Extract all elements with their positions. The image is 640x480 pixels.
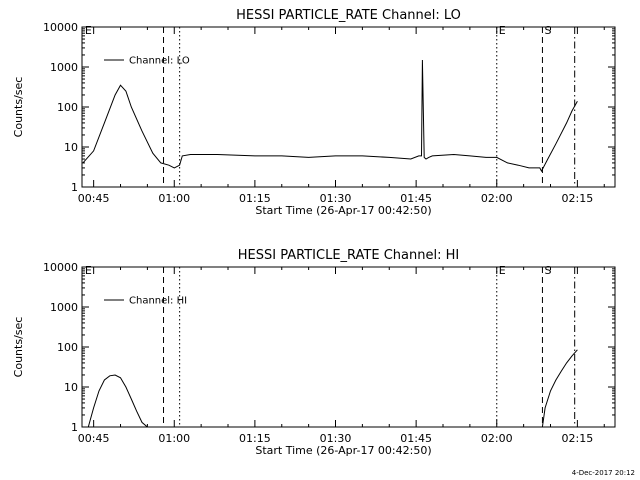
y-tick-label: 1000 (50, 61, 78, 74)
y-tick-label: 1000 (50, 301, 78, 314)
event-marker-label: S (544, 264, 551, 277)
x-tick-label: 01:00 (158, 432, 190, 445)
event-marker-label: E (85, 24, 92, 37)
legend-label: Channel: HI (129, 296, 187, 307)
x-tick-label: 01:15 (239, 192, 271, 205)
event-marker-label: E (499, 24, 506, 37)
event-marker-label: E (499, 264, 506, 277)
x-tick-label: 01:15 (239, 432, 271, 445)
x-axis-label: Start Time (26-Apr-17 00:42:50) (255, 444, 431, 457)
x-tick-label: 01:00 (158, 192, 190, 205)
y-tick-label: 10 (64, 141, 78, 154)
y-tick-label: 100 (57, 341, 78, 354)
y-tick-label: 100 (57, 101, 78, 114)
y-axis-label: Counts/sec (12, 77, 25, 138)
plot-timestamp: 4-Dec-2017 20:12 (571, 469, 635, 477)
y-tick-label: 1 (71, 421, 78, 434)
series-line (82, 59, 578, 173)
legend-label: Channel: LO (129, 56, 190, 67)
x-tick-label: 00:45 (78, 192, 110, 205)
series-line (87, 349, 578, 428)
chart-title: HESSI PARTICLE_RATE Channel: HI (238, 248, 459, 263)
event-marker-label: S (544, 24, 551, 37)
x-tick-label: 02:15 (562, 432, 594, 445)
y-tick-label: 10000 (43, 261, 78, 274)
plot-frame (81, 266, 616, 428)
x-tick-label: 01:45 (400, 192, 432, 205)
y-tick-label: 10000 (43, 21, 78, 34)
x-axis-label: Start Time (26-Apr-17 00:42:50) (255, 204, 431, 217)
chart-title: HESSI PARTICLE_RATE Channel: LO (236, 8, 461, 23)
y-axis-label: Counts/sec (12, 317, 25, 378)
x-tick-label: 02:00 (481, 192, 513, 205)
y-tick-label: 1 (71, 181, 78, 194)
event-marker-label: E (85, 264, 92, 277)
x-tick-label: 01:45 (400, 432, 432, 445)
x-tick-label: 02:00 (481, 432, 513, 445)
x-tick-label: 01:30 (320, 192, 352, 205)
y-tick-label: 10 (64, 381, 78, 394)
x-tick-label: 02:15 (562, 192, 594, 205)
x-tick-label: 01:30 (320, 432, 352, 445)
x-tick-label: 00:45 (78, 432, 110, 445)
